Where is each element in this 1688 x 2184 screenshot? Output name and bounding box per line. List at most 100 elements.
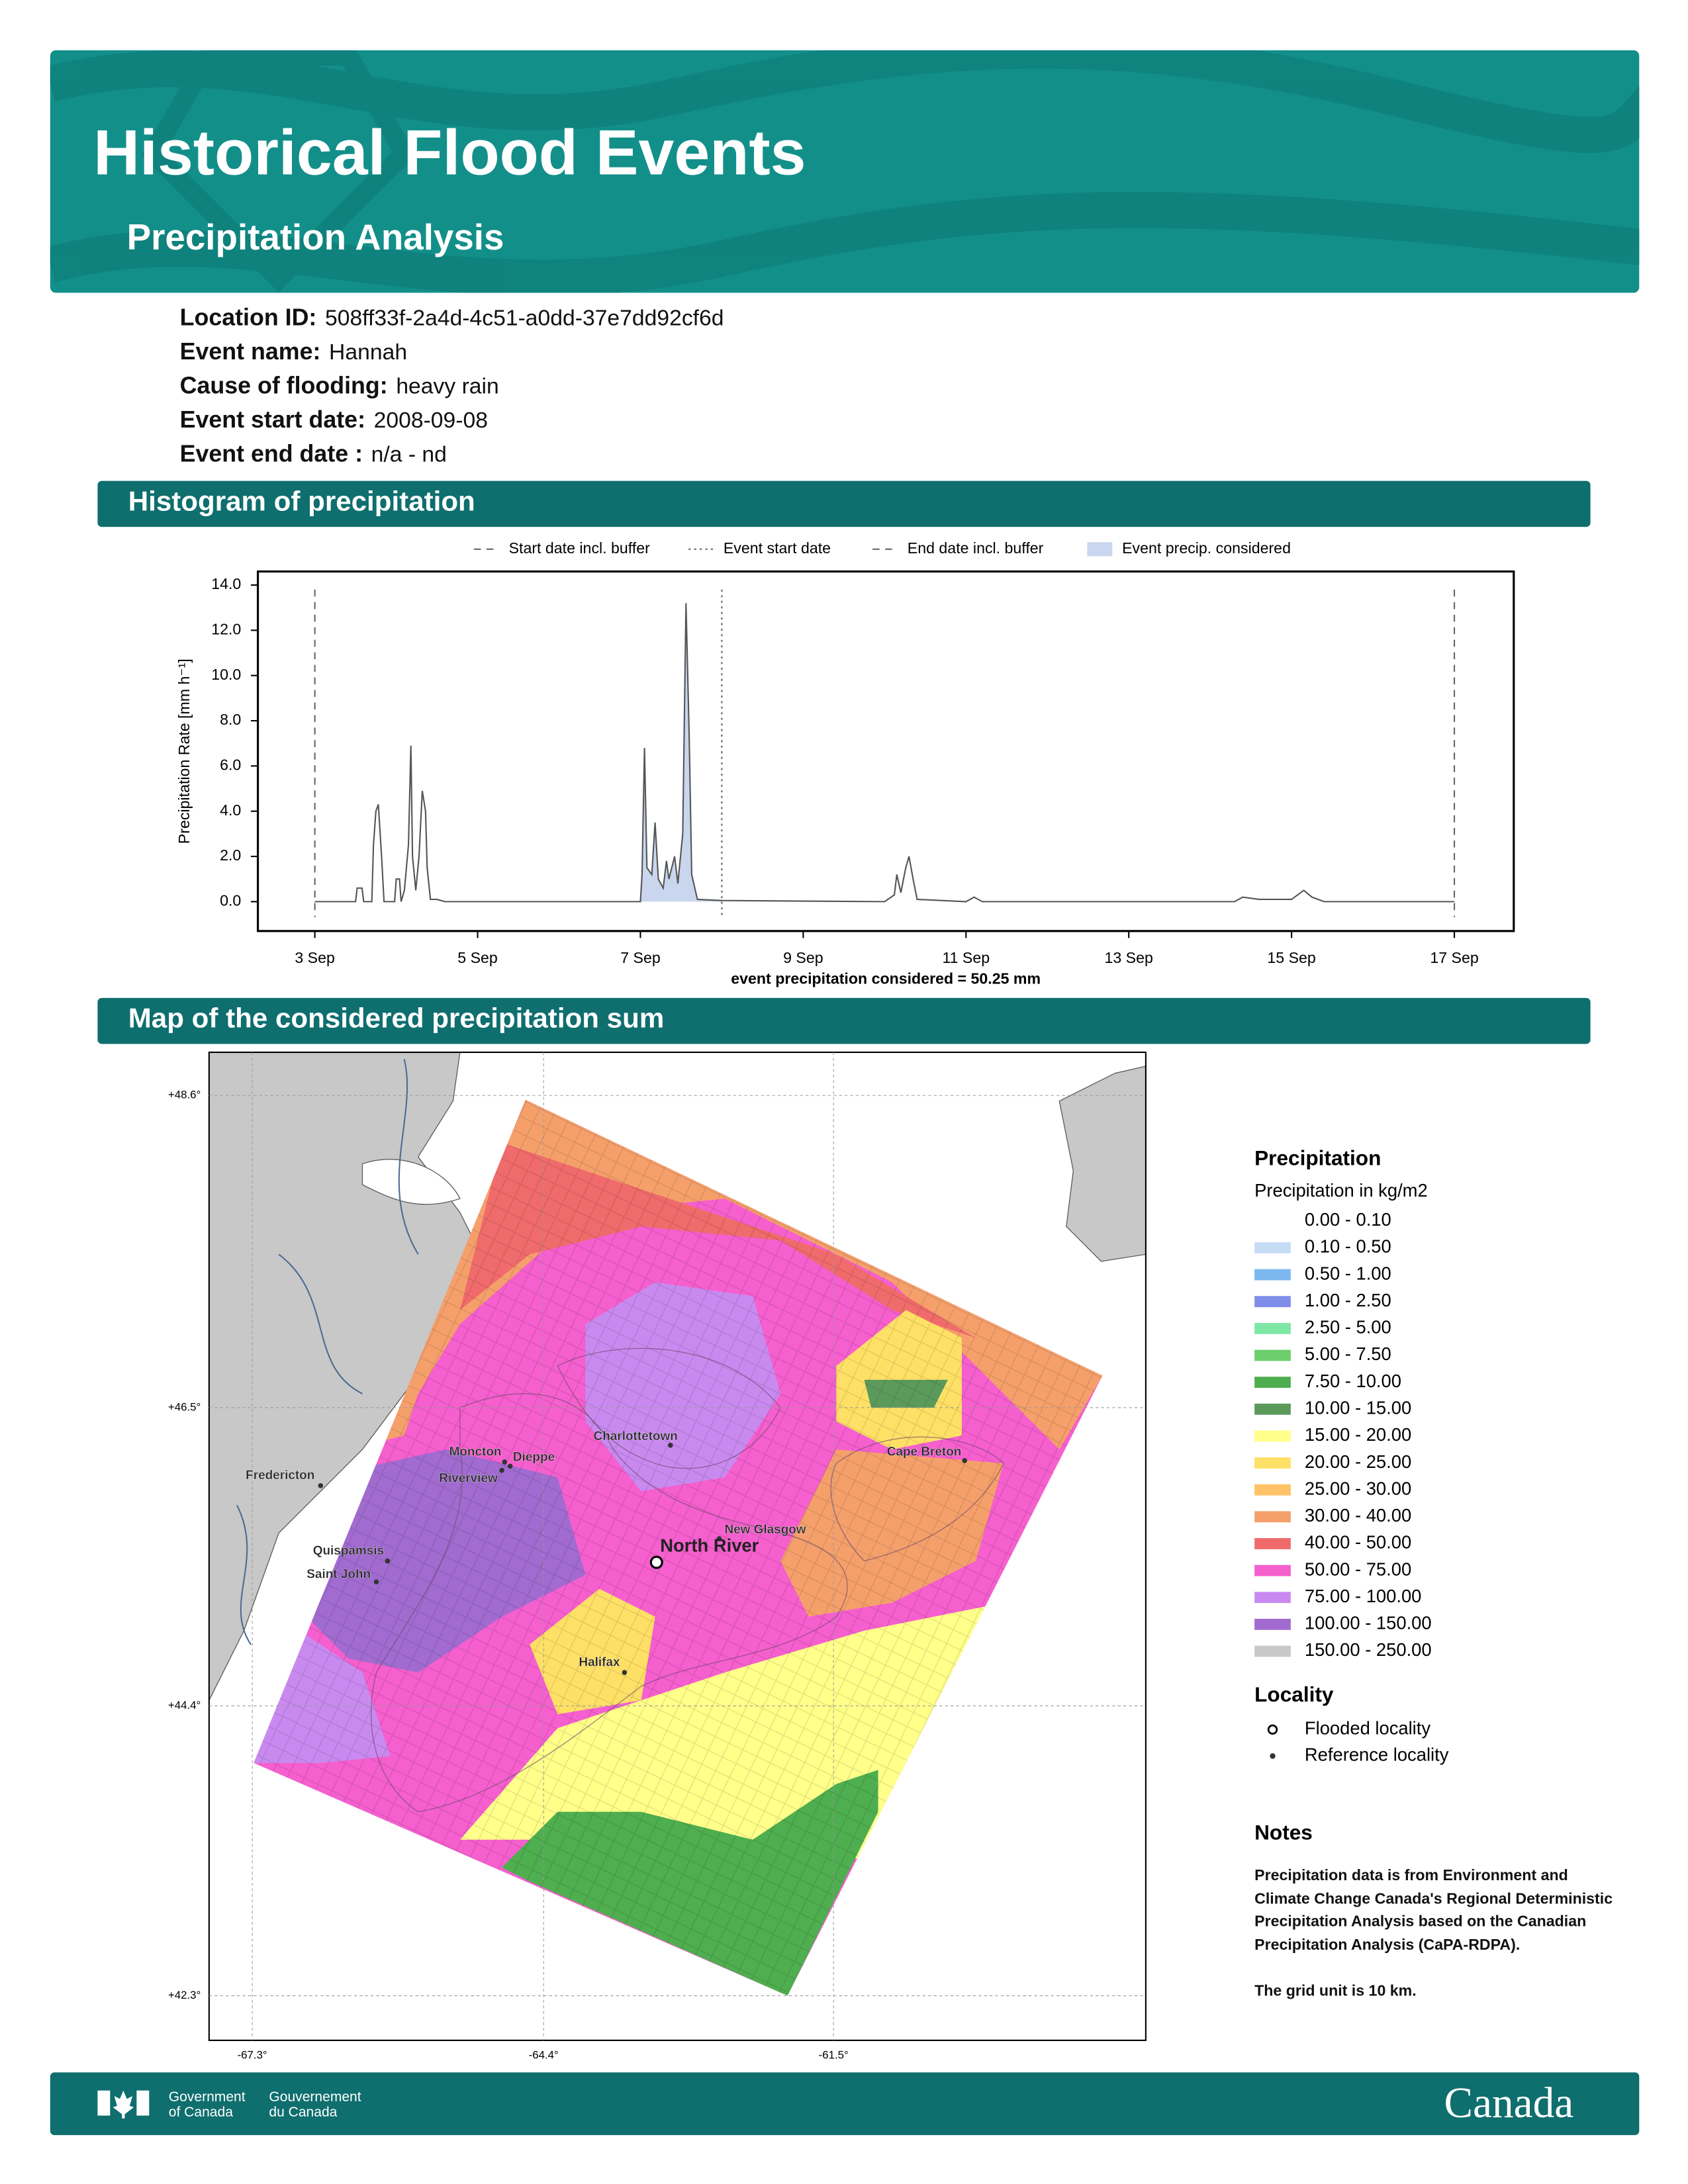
x-tick-label: 5 Sep: [457, 949, 498, 966]
detail-row: Event start date: 2008-09-08: [180, 407, 488, 433]
legend-swatch: [1254, 1484, 1291, 1496]
detail-value: Hannah: [329, 340, 407, 365]
x-tick-label: 3 Sep: [295, 949, 335, 966]
legend-swatch: [1254, 1538, 1291, 1549]
legend-label: 2.50 - 5.00: [1305, 1317, 1391, 1338]
x-caption: event precipitation considered = 50.25 m…: [731, 970, 1041, 987]
detail-row: Cause of flooding: heavy rain: [180, 373, 499, 399]
legend-title: Locality: [1254, 1682, 1334, 1706]
x-tick-label: 7 Sep: [620, 949, 661, 966]
legend-swatch: [1254, 1592, 1291, 1604]
legend-label: Event precip. considered: [1122, 539, 1291, 557]
reference-locality: [962, 1458, 967, 1463]
section-title: Map of the considered precipitation sum: [128, 1003, 665, 1034]
reference-locality: [502, 1459, 508, 1465]
legend-label: 30.00 - 40.00: [1305, 1505, 1411, 1525]
place-label: Dieppe: [513, 1451, 555, 1465]
y-tick-label: 8.0: [220, 711, 241, 728]
y-tick-label: 0.0: [220, 891, 241, 909]
place-label: Cape Breton: [887, 1445, 962, 1459]
footer-text: Gouvernement: [269, 2089, 361, 2105]
place-label: Riverview: [439, 1471, 498, 1485]
detail-value: heavy rain: [396, 374, 498, 398]
footer-text: Government: [169, 2089, 246, 2105]
section-histogram: Histogram of precipitation: [97, 480, 1591, 527]
x-tick-label: 15 Sep: [1267, 949, 1315, 966]
precipitation-map: +48.6° +46.5° +44.4° +42.3° -67.3° -64.4° -61.…: [168, 1051, 1147, 2062]
legend-label: 100.00 - 150.00: [1305, 1613, 1432, 1633]
legend-label: End date incl. buffer: [908, 539, 1044, 557]
legend-title: Precipitation: [1254, 1146, 1381, 1169]
legend-swatch: [1254, 1618, 1291, 1630]
legend-label: 10.00 - 15.00: [1305, 1397, 1411, 1418]
section-map: Map of the considered precipitation sum: [97, 997, 1591, 1044]
legend-label: 7.50 - 10.00: [1305, 1371, 1401, 1391]
considered-area: [640, 603, 722, 902]
y-tick-label: 14.0: [211, 575, 241, 592]
legend-swatch: [1254, 1565, 1291, 1576]
legend-swatch: [1254, 1215, 1291, 1227]
reference-locality: [507, 1463, 513, 1469]
legend-swatch: [1254, 1269, 1291, 1281]
legend-symbol: [1267, 1724, 1278, 1735]
note-paragraph: The grid unit is 10 km.: [1254, 1983, 1417, 2001]
lat-label: +42.3°: [168, 1989, 201, 2001]
legend-subtitle: Precipitation in kg/m2: [1254, 1180, 1428, 1201]
wordmark: Canada: [1444, 2079, 1574, 2127]
place-label: Saint John: [306, 1568, 371, 1582]
detail-label: Event name:: [180, 338, 321, 365]
legend-label: 5.00 - 7.50: [1305, 1343, 1391, 1364]
legend-swatch: [1254, 1403, 1291, 1415]
detail-label: Event end date :: [180, 441, 363, 467]
notes: Precipitation data is from Environment a…: [1254, 1865, 1617, 2005]
legend-swatch: [1254, 1377, 1291, 1388]
detail-row: Event end date : n/a - nd: [180, 441, 447, 467]
map-legend: Precipitation Precipitation in kg/m2 0.00 …: [1254, 1146, 1449, 1844]
lat-label: +44.4°: [168, 1699, 201, 1711]
legend-key: [1087, 542, 1113, 557]
y-tick-label: 10.0: [211, 666, 241, 683]
section-title: Histogram of precipitation: [128, 485, 475, 516]
legend-swatch: [1254, 1457, 1291, 1469]
reference-locality: [716, 1536, 722, 1541]
event-details: Location ID: 508ff33f-2a4d-4c51-a0dd-37e7…: [180, 304, 724, 467]
place-label: Charlottetown: [594, 1430, 678, 1443]
legend-label: 0.00 - 0.10: [1305, 1209, 1391, 1230]
lat-label: +48.6°: [168, 1089, 201, 1101]
legend-swatch: [1254, 1645, 1291, 1657]
y-tick-label: 4.0: [220, 801, 241, 819]
notes-title: Notes: [1254, 1821, 1313, 1844]
lon-label: -67.3°: [238, 2049, 267, 2062]
lat-label: +46.5°: [168, 1400, 201, 1413]
reference-locality: [373, 1579, 379, 1584]
reference-locality: [622, 1670, 628, 1675]
lon-label: -61.5°: [819, 2049, 849, 2062]
legend-swatch: [1254, 1349, 1291, 1361]
legend-label: 40.00 - 50.00: [1305, 1532, 1411, 1553]
y-tick-label: 2.0: [220, 846, 241, 864]
y-tick-label: 6.0: [220, 756, 241, 773]
legend-label: 25.00 - 30.00: [1305, 1478, 1411, 1498]
legend-swatch: [1254, 1296, 1291, 1308]
legend-label: 15.00 - 20.00: [1305, 1424, 1411, 1445]
detail-label: Location ID:: [180, 304, 317, 331]
notes-box: Precipitation data is from Environment a…: [1254, 1865, 1617, 2005]
place-label: Fredericton: [246, 1469, 314, 1482]
legend-label: Event start date: [724, 539, 831, 557]
histogram-chart: 0.0 2.0 4.0 6.0 8.0 10.0 12.0 14.0 3 Sep 5 Sep 7 S…: [175, 539, 1515, 987]
legend-label: 1.00 - 2.50: [1305, 1290, 1391, 1310]
reference-locality: [668, 1443, 673, 1448]
title: Historical Flood Events: [93, 116, 806, 189]
legend-symbol: [1270, 1753, 1276, 1759]
place-label: Moncton: [449, 1445, 502, 1459]
x-tick-label: 13 Sep: [1104, 949, 1152, 966]
footer-text: of Canada: [169, 2105, 233, 2120]
header-banner: Historical Flood Events Precipitation An…: [50, 50, 1640, 293]
y-tick-label: 12.0: [211, 620, 241, 637]
legend-label: 50.00 - 75.00: [1305, 1559, 1411, 1579]
legend-label: 0.10 - 0.50: [1305, 1236, 1391, 1257]
x-tick-label: 17 Sep: [1430, 949, 1478, 966]
